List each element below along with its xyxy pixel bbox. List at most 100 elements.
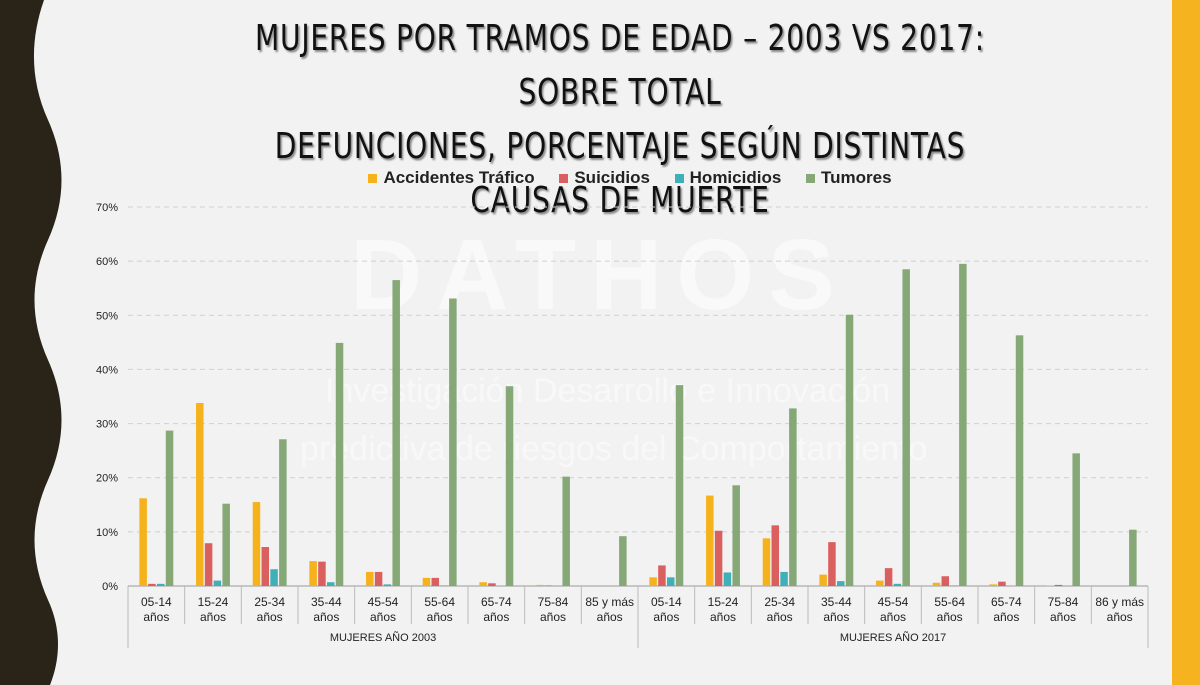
bar — [845, 314, 854, 586]
x-tick-label: años — [540, 610, 566, 624]
legend-item-homicidios: Homicidios — [674, 168, 782, 188]
x-tick-label: años — [313, 610, 339, 624]
legend-swatch — [559, 174, 569, 184]
x-tick-label: 55-64 — [424, 595, 455, 609]
x-tick-label: años — [1050, 610, 1076, 624]
bar — [449, 298, 457, 586]
x-tick-label: 35-44 — [821, 595, 852, 609]
legend-item-tumores: Tumores — [806, 168, 892, 188]
x-tick-label: 86 y más — [1095, 595, 1144, 609]
bar — [1046, 585, 1054, 586]
bar — [536, 584, 544, 586]
x-tick-label: años — [993, 610, 1019, 624]
bar — [959, 263, 967, 586]
bar — [649, 577, 657, 586]
bar — [139, 498, 147, 586]
bar — [204, 543, 213, 586]
bar — [950, 585, 958, 586]
title-line-1: Mujeres por tramos de edad – 2003 vs 201… — [254, 18, 986, 113]
x-tick-label: 15-24 — [708, 595, 739, 609]
bar — [932, 582, 941, 586]
bar — [165, 430, 174, 586]
chart-legend: Accidentes Tráfico Suicidios Homicidios … — [300, 168, 960, 188]
x-tick-label: 05-14 — [141, 595, 172, 609]
y-tick-label: 0% — [102, 581, 118, 593]
x-tick-label: años — [767, 610, 793, 624]
bar — [1054, 584, 1063, 586]
bar — [309, 561, 317, 586]
bar — [544, 585, 553, 586]
x-tick-label: años — [370, 610, 396, 624]
x-tick-label: 55-64 — [934, 595, 965, 609]
bar — [505, 386, 514, 586]
bar — [723, 572, 732, 586]
bar — [666, 577, 675, 586]
x-tick-label: años — [200, 610, 226, 624]
bar — [392, 280, 400, 586]
x-tick-label: 85 y más — [585, 595, 634, 609]
y-tick-label: 10% — [96, 527, 118, 539]
legend-swatch — [806, 174, 816, 184]
bar — [318, 561, 326, 586]
y-tick-label: 50% — [96, 310, 118, 322]
bar — [213, 580, 222, 586]
x-tick-label: años — [653, 610, 679, 624]
bar — [828, 542, 836, 586]
bar — [998, 581, 1006, 586]
x-tick-label: años — [880, 610, 906, 624]
bar — [789, 408, 797, 586]
bar — [562, 476, 570, 586]
bar — [252, 502, 261, 586]
x-tick-label: 25-34 — [764, 595, 795, 609]
bar — [488, 583, 496, 586]
bar — [431, 577, 440, 586]
x-tick-label: 45-54 — [368, 595, 399, 609]
legend-label: Tumores — [821, 168, 892, 187]
y-tick-label: 30% — [96, 419, 118, 431]
x-tick-label: años — [483, 610, 509, 624]
bar — [440, 585, 448, 586]
bar — [374, 571, 383, 586]
x-tick-label: 45-54 — [878, 595, 909, 609]
bar — [884, 568, 893, 586]
x-tick-label: 75-84 — [538, 595, 569, 609]
x-tick-label: años — [823, 610, 849, 624]
bar — [383, 584, 392, 586]
bar — [876, 580, 884, 586]
x-tick-label: 65-74 — [991, 595, 1022, 609]
bar — [196, 402, 204, 586]
bar — [261, 547, 270, 586]
bar — [479, 582, 487, 586]
x-tick-label: años — [1107, 610, 1133, 624]
bar — [1015, 335, 1024, 586]
bar — [675, 385, 684, 586]
y-tick-label: 70% — [96, 202, 118, 214]
bar — [771, 525, 780, 586]
x-tick-label: años — [597, 610, 623, 624]
x-tick-label: 35-44 — [311, 595, 342, 609]
right-accent-bar — [1172, 0, 1200, 685]
bar — [819, 574, 827, 586]
x-tick-label: años — [143, 610, 169, 624]
bar — [836, 581, 845, 586]
bar — [279, 439, 287, 586]
x-tick-label: años — [937, 610, 963, 624]
bar — [156, 583, 165, 586]
x-tick-label: 25-34 — [254, 595, 285, 609]
bar — [222, 503, 230, 586]
legend-swatch — [674, 174, 684, 184]
bar — [989, 584, 997, 586]
legend-item-suicidios: Suicidios — [559, 168, 650, 188]
bar — [326, 582, 335, 586]
legend-swatch — [368, 174, 378, 184]
legend-label: Homicidios — [689, 168, 782, 187]
bar — [780, 571, 788, 586]
bar — [658, 565, 666, 586]
title-line-2: defunciones, porcentaje según distintas … — [274, 126, 966, 221]
bar — [732, 485, 740, 586]
bar — [714, 530, 723, 586]
bar — [270, 569, 278, 586]
x-tick-label: 75-84 — [1048, 595, 1079, 609]
y-tick-label: 60% — [96, 256, 118, 268]
group-label: MUJERES AÑO 2017 — [840, 631, 946, 644]
